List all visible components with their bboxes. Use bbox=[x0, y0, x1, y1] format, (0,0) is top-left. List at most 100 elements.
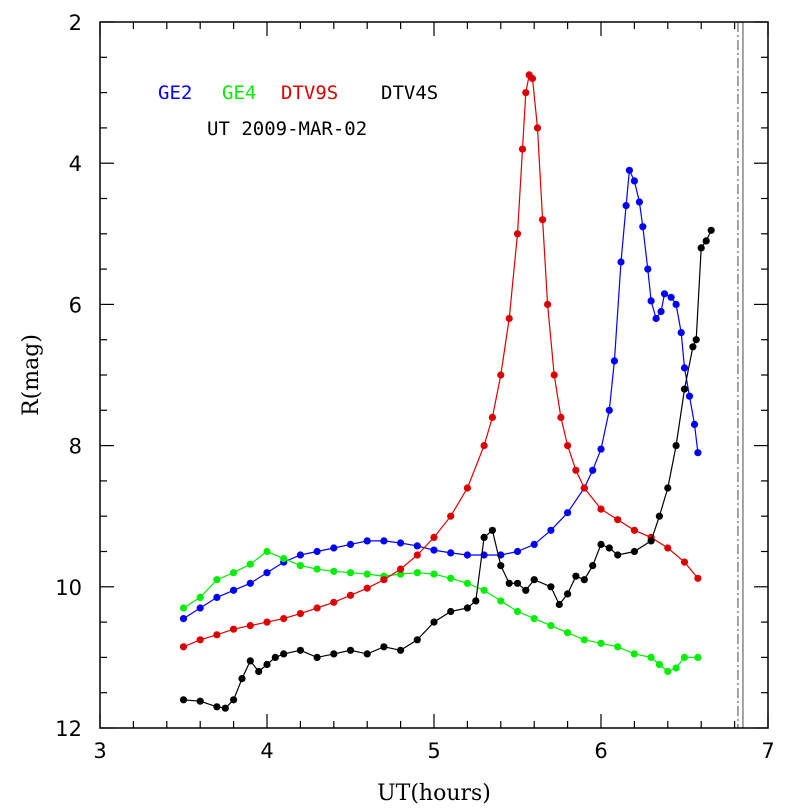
data-point-dtv9s bbox=[528, 74, 537, 83]
data-point-ge2 bbox=[625, 166, 634, 174]
data-point-dtv9s bbox=[246, 622, 254, 630]
data-point-ge2 bbox=[530, 540, 538, 549]
data-point-ge2 bbox=[397, 539, 405, 547]
data-point-dtv9s bbox=[580, 484, 588, 492]
data-point-ge4 bbox=[614, 643, 622, 651]
data-point-dtv9s bbox=[196, 636, 204, 644]
data-point-ge4 bbox=[497, 597, 505, 605]
data-point-dtv4s bbox=[614, 551, 622, 559]
data-point-ge2 bbox=[644, 265, 652, 273]
data-point-dtv4s bbox=[196, 697, 204, 705]
data-point-ge4 bbox=[447, 574, 455, 582]
data-point-ge4 bbox=[363, 570, 371, 578]
y-axis-label: R(mag) bbox=[19, 334, 44, 416]
data-point-dtv4s bbox=[580, 576, 588, 584]
data-point-dtv4s bbox=[697, 244, 705, 252]
legend-entry-dtv4s: DTV4S bbox=[381, 82, 438, 104]
data-point-ge4 bbox=[213, 576, 221, 584]
data-point-ge2 bbox=[196, 604, 204, 612]
data-point-dtv9s bbox=[280, 615, 288, 623]
data-point-ge2 bbox=[672, 300, 680, 308]
data-point-dtv4s bbox=[413, 636, 421, 644]
data-point-ge2 bbox=[213, 593, 221, 602]
data-point-ge2 bbox=[605, 406, 613, 414]
data-point-dtv4s bbox=[672, 442, 680, 450]
data-point-dtv9s bbox=[513, 230, 522, 238]
data-point-ge2 bbox=[694, 449, 702, 457]
legend-entry-ge4: GE4 bbox=[222, 82, 256, 104]
data-point-dtv9s bbox=[680, 558, 689, 566]
x-tick-label: 6 bbox=[594, 739, 607, 763]
data-point-ge4 bbox=[330, 567, 338, 575]
series-dtv4s bbox=[179, 226, 715, 712]
x-tick-label: 7 bbox=[761, 739, 774, 763]
data-point-dtv4s bbox=[605, 544, 613, 552]
data-point-dtv4s bbox=[380, 643, 388, 651]
data-point-dtv4s bbox=[513, 579, 522, 587]
data-point-ge2 bbox=[513, 547, 522, 556]
data-point-dtv9s bbox=[518, 145, 527, 153]
data-point-ge2 bbox=[635, 198, 644, 206]
data-point-ge4 bbox=[513, 607, 522, 616]
data-point-ge2 bbox=[547, 526, 555, 534]
data-point-ge2 bbox=[296, 551, 304, 559]
data-point-ge4 bbox=[430, 570, 438, 578]
data-point-dtv4s bbox=[346, 646, 355, 654]
data-point-dtv4s bbox=[522, 586, 530, 594]
data-point-dtv9s bbox=[313, 604, 321, 612]
data-point-dtv4s bbox=[179, 696, 188, 704]
series-ge4 bbox=[179, 547, 702, 676]
data-point-dtv4s bbox=[505, 579, 513, 587]
data-point-dtv9s bbox=[597, 505, 605, 513]
data-point-ge4 bbox=[246, 560, 254, 568]
data-point-ge4 bbox=[580, 636, 588, 644]
data-point-dtv4s bbox=[630, 547, 639, 556]
data-point-dtv9s bbox=[497, 371, 505, 379]
data-point-ge2 bbox=[667, 293, 675, 301]
data-point-dtv4s bbox=[213, 703, 221, 711]
data-point-dtv4s bbox=[271, 653, 279, 662]
data-point-dtv4s bbox=[689, 343, 697, 351]
series-line-dtv9s bbox=[183, 73, 699, 648]
data-point-ge4 bbox=[480, 586, 488, 594]
data-point-ge4 bbox=[655, 660, 664, 669]
x-tick-label: 5 bbox=[427, 739, 440, 763]
y-tick-label: 8 bbox=[69, 435, 82, 459]
data-point-dtv9s bbox=[363, 584, 371, 592]
data-point-ge4 bbox=[179, 604, 188, 612]
data-point-dtv9s bbox=[380, 576, 388, 584]
data-point-ge2 bbox=[647, 297, 655, 305]
y-tick-label: 4 bbox=[69, 152, 82, 176]
data-point-ge2 bbox=[363, 537, 371, 545]
date-annotation: UT 2009-MAR-02 bbox=[207, 118, 367, 140]
x-tick-label: 3 bbox=[93, 739, 106, 763]
data-point-dtv4s bbox=[597, 540, 605, 549]
data-point-dtv9s bbox=[539, 216, 547, 224]
x-tick-label: 4 bbox=[260, 739, 273, 763]
data-point-dtv4s bbox=[555, 600, 563, 609]
data-point-dtv4s bbox=[280, 650, 288, 658]
data-point-ge2 bbox=[680, 364, 689, 372]
data-point-dtv4s bbox=[589, 562, 597, 570]
series-line-ge4 bbox=[183, 550, 698, 673]
data-point-dtv4s bbox=[221, 704, 229, 712]
data-point-dtv4s bbox=[547, 583, 555, 591]
data-point-ge2 bbox=[346, 540, 355, 549]
data-point-ge2 bbox=[263, 569, 271, 577]
y-tick-label: 2 bbox=[69, 11, 82, 35]
y-tick-label: 6 bbox=[69, 293, 82, 317]
data-point-dtv9s bbox=[213, 631, 221, 639]
data-point-dtv4s bbox=[480, 533, 488, 542]
series-line-dtv4s bbox=[183, 230, 712, 709]
axis-ticks bbox=[99, 21, 769, 729]
data-point-dtv4s bbox=[313, 653, 321, 662]
data-point-ge4 bbox=[680, 653, 689, 662]
data-point-dtv4s bbox=[692, 336, 700, 344]
data-point-ge4 bbox=[196, 593, 204, 602]
legend-entry-ge2: GE2 bbox=[158, 82, 192, 104]
data-point-dtv9s bbox=[694, 574, 702, 582]
data-point-dtv4s bbox=[472, 597, 480, 605]
data-point-ge4 bbox=[280, 555, 288, 563]
y-tick-label: 12 bbox=[55, 717, 82, 741]
data-point-dtv4s bbox=[363, 650, 371, 658]
